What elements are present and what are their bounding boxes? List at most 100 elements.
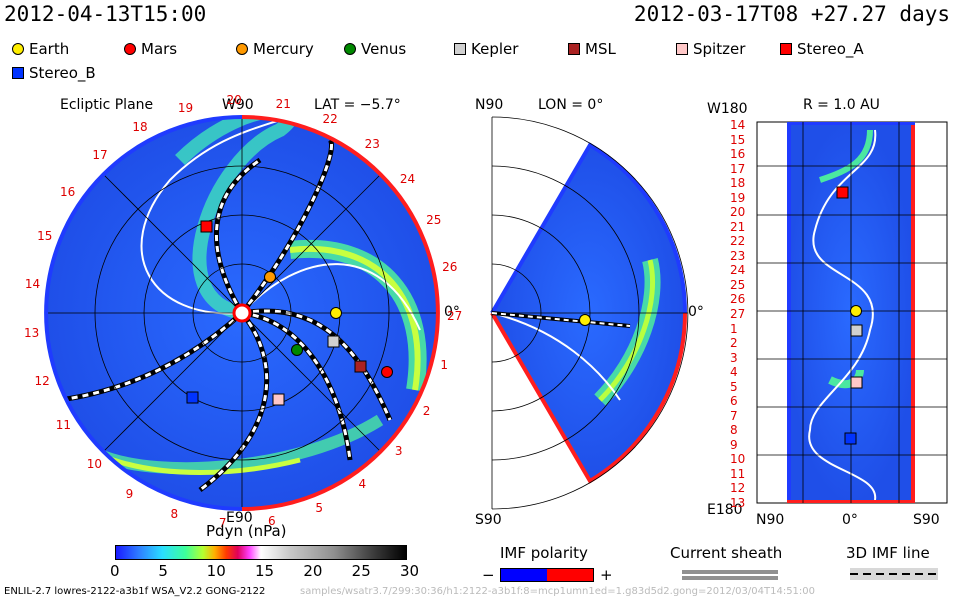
legend-item-stereo-a: Stereo_A <box>780 40 864 58</box>
legend-item-kepler: Kepler <box>454 40 518 58</box>
earth-marker-radial <box>850 305 862 317</box>
venus-legend-icon <box>344 43 356 55</box>
carrington-tick-label: 5 <box>315 501 324 516</box>
meridional-bottom-left: S90 <box>475 512 502 528</box>
radial-row-label: 20 <box>730 205 746 220</box>
carrington-tick-label: 22 <box>322 111 338 126</box>
mercury-marker <box>264 271 276 283</box>
radial-row-label: 6 <box>730 394 738 409</box>
imf-polarity-title: IMF polarity <box>500 544 588 562</box>
stereo-b-marker <box>186 391 199 404</box>
stereo-a-marker-radial <box>836 186 849 199</box>
msl-legend-icon <box>568 43 580 55</box>
radial-row-label: 27 <box>730 307 746 321</box>
meridional-right-label: 0° <box>688 304 704 320</box>
imf-plus-label: + <box>600 566 613 584</box>
colorbar-tick-label: 5 <box>158 562 168 580</box>
earth-marker <box>330 307 342 319</box>
ecliptic-plane-plot <box>44 115 440 511</box>
colorbar-tick-label: 30 <box>400 562 420 580</box>
radial-row-label: 22 <box>730 234 746 249</box>
earth-marker-meridional <box>579 314 591 326</box>
radial-row-label: 17 <box>730 161 746 176</box>
carrington-tick-label: 6 <box>268 514 276 529</box>
legend-item-mercury: Mercury <box>236 40 314 58</box>
spitzer-marker <box>272 393 285 406</box>
legend-item-venus: Venus <box>344 40 406 58</box>
legend-item-msl: MSL <box>568 40 616 58</box>
radial-row-label: 10 <box>730 452 746 467</box>
radial-row-label: 21 <box>730 219 746 234</box>
ecliptic-top-label: W90 <box>222 97 254 113</box>
colorbar <box>115 545 407 560</box>
stereo-b-legend-icon <box>12 67 24 79</box>
carrington-tick-label: 17 <box>92 148 108 163</box>
kepler-legend-icon <box>454 43 466 55</box>
mars-marker <box>381 366 393 378</box>
radial-top-left: W180 <box>707 101 748 117</box>
datetime-label: 2012-04-13T15:00 <box>4 2 207 26</box>
carrington-tick-label: 19 <box>177 100 194 115</box>
colorbar-tick-label: 10 <box>206 562 226 580</box>
ecliptic-title: Ecliptic Plane <box>60 97 154 113</box>
carrington-tick-label: 23 <box>364 137 380 152</box>
stereo-a-marker <box>200 220 213 233</box>
model-time-label: 2012-03-17T08 +27.27 days <box>633 2 950 26</box>
meridional-top-left: N90 <box>475 97 504 113</box>
carrington-tick-label: 26 <box>442 259 458 274</box>
current-sheath-title: Current sheath <box>670 544 783 562</box>
radial-row-label: 11 <box>730 466 746 481</box>
legend-label: Earth <box>29 40 70 58</box>
radial-xlabel-n90: N90 <box>756 512 785 528</box>
carrington-tick-label: 13 <box>24 325 40 340</box>
imf-polarity-bar <box>500 568 594 582</box>
earth-legend-icon <box>12 43 24 55</box>
kepler-marker <box>327 335 340 348</box>
carrington-tick-label: 16 <box>60 185 76 200</box>
carrington-tick-label: 7 <box>218 516 227 531</box>
legend-label: Spitzer <box>693 40 746 58</box>
radial-row-label: 12 <box>730 481 746 496</box>
radial-row-label: 9 <box>730 437 738 452</box>
mars-legend-icon <box>124 43 136 55</box>
colorbar-title: Pdyn (nPa) <box>206 522 287 540</box>
footer-faint-text: samples/wsatr3.7/299:30:36/h1:2122-a3b1f… <box>300 586 816 597</box>
carrington-tick-label: 11 <box>55 418 72 433</box>
carrington-tick-label: 8 <box>170 506 179 521</box>
legend-item-stereo-b: Stereo_B <box>12 64 96 82</box>
radial-xlabel-s90: S90 <box>913 512 940 528</box>
radial-row-label: 18 <box>730 176 746 191</box>
carrington-tick-label: 25 <box>426 213 442 228</box>
radial-row-label: 16 <box>730 147 746 162</box>
legend-label: MSL <box>585 40 616 58</box>
radial-row-label: 8 <box>730 423 738 438</box>
legend-label: Mars <box>141 40 178 58</box>
imf-minus-label: − <box>482 566 495 584</box>
radial-row-label: 4 <box>730 365 738 380</box>
imf-positive-swatch <box>547 569 593 581</box>
radial-bottom-left: E180 <box>707 502 743 518</box>
carrington-tick-label: 1 <box>440 357 448 372</box>
venus-marker <box>291 344 303 356</box>
radial-row-label: 1 <box>730 321 738 336</box>
radial-row-label: 19 <box>730 190 746 205</box>
mercury-legend-icon <box>236 43 248 55</box>
carrington-tick-label: 4 <box>358 477 367 492</box>
carrington-tick-label: 9 <box>125 486 134 501</box>
colorbar-tick-label: 25 <box>351 562 371 580</box>
kepler-marker-radial <box>850 324 863 337</box>
spitzer-marker-radial <box>850 376 863 389</box>
radial-row-label: 14 <box>730 118 746 132</box>
carrington-tick-label: 15 <box>37 228 53 243</box>
radial-row-label: 25 <box>730 277 746 292</box>
carrington-tick-label: 10 <box>86 456 103 471</box>
radial-row-label: 7 <box>730 408 738 423</box>
legend-item-mars: Mars <box>124 40 177 58</box>
radial-plot <box>756 121 948 504</box>
carrington-tick-label: 12 <box>34 373 50 388</box>
carrington-tick-label: 27 <box>446 308 463 323</box>
legend-label: Mercury <box>253 40 314 58</box>
legend-item-spitzer: Spitzer <box>676 40 745 58</box>
radial-title: R = 1.0 AU <box>803 97 880 113</box>
